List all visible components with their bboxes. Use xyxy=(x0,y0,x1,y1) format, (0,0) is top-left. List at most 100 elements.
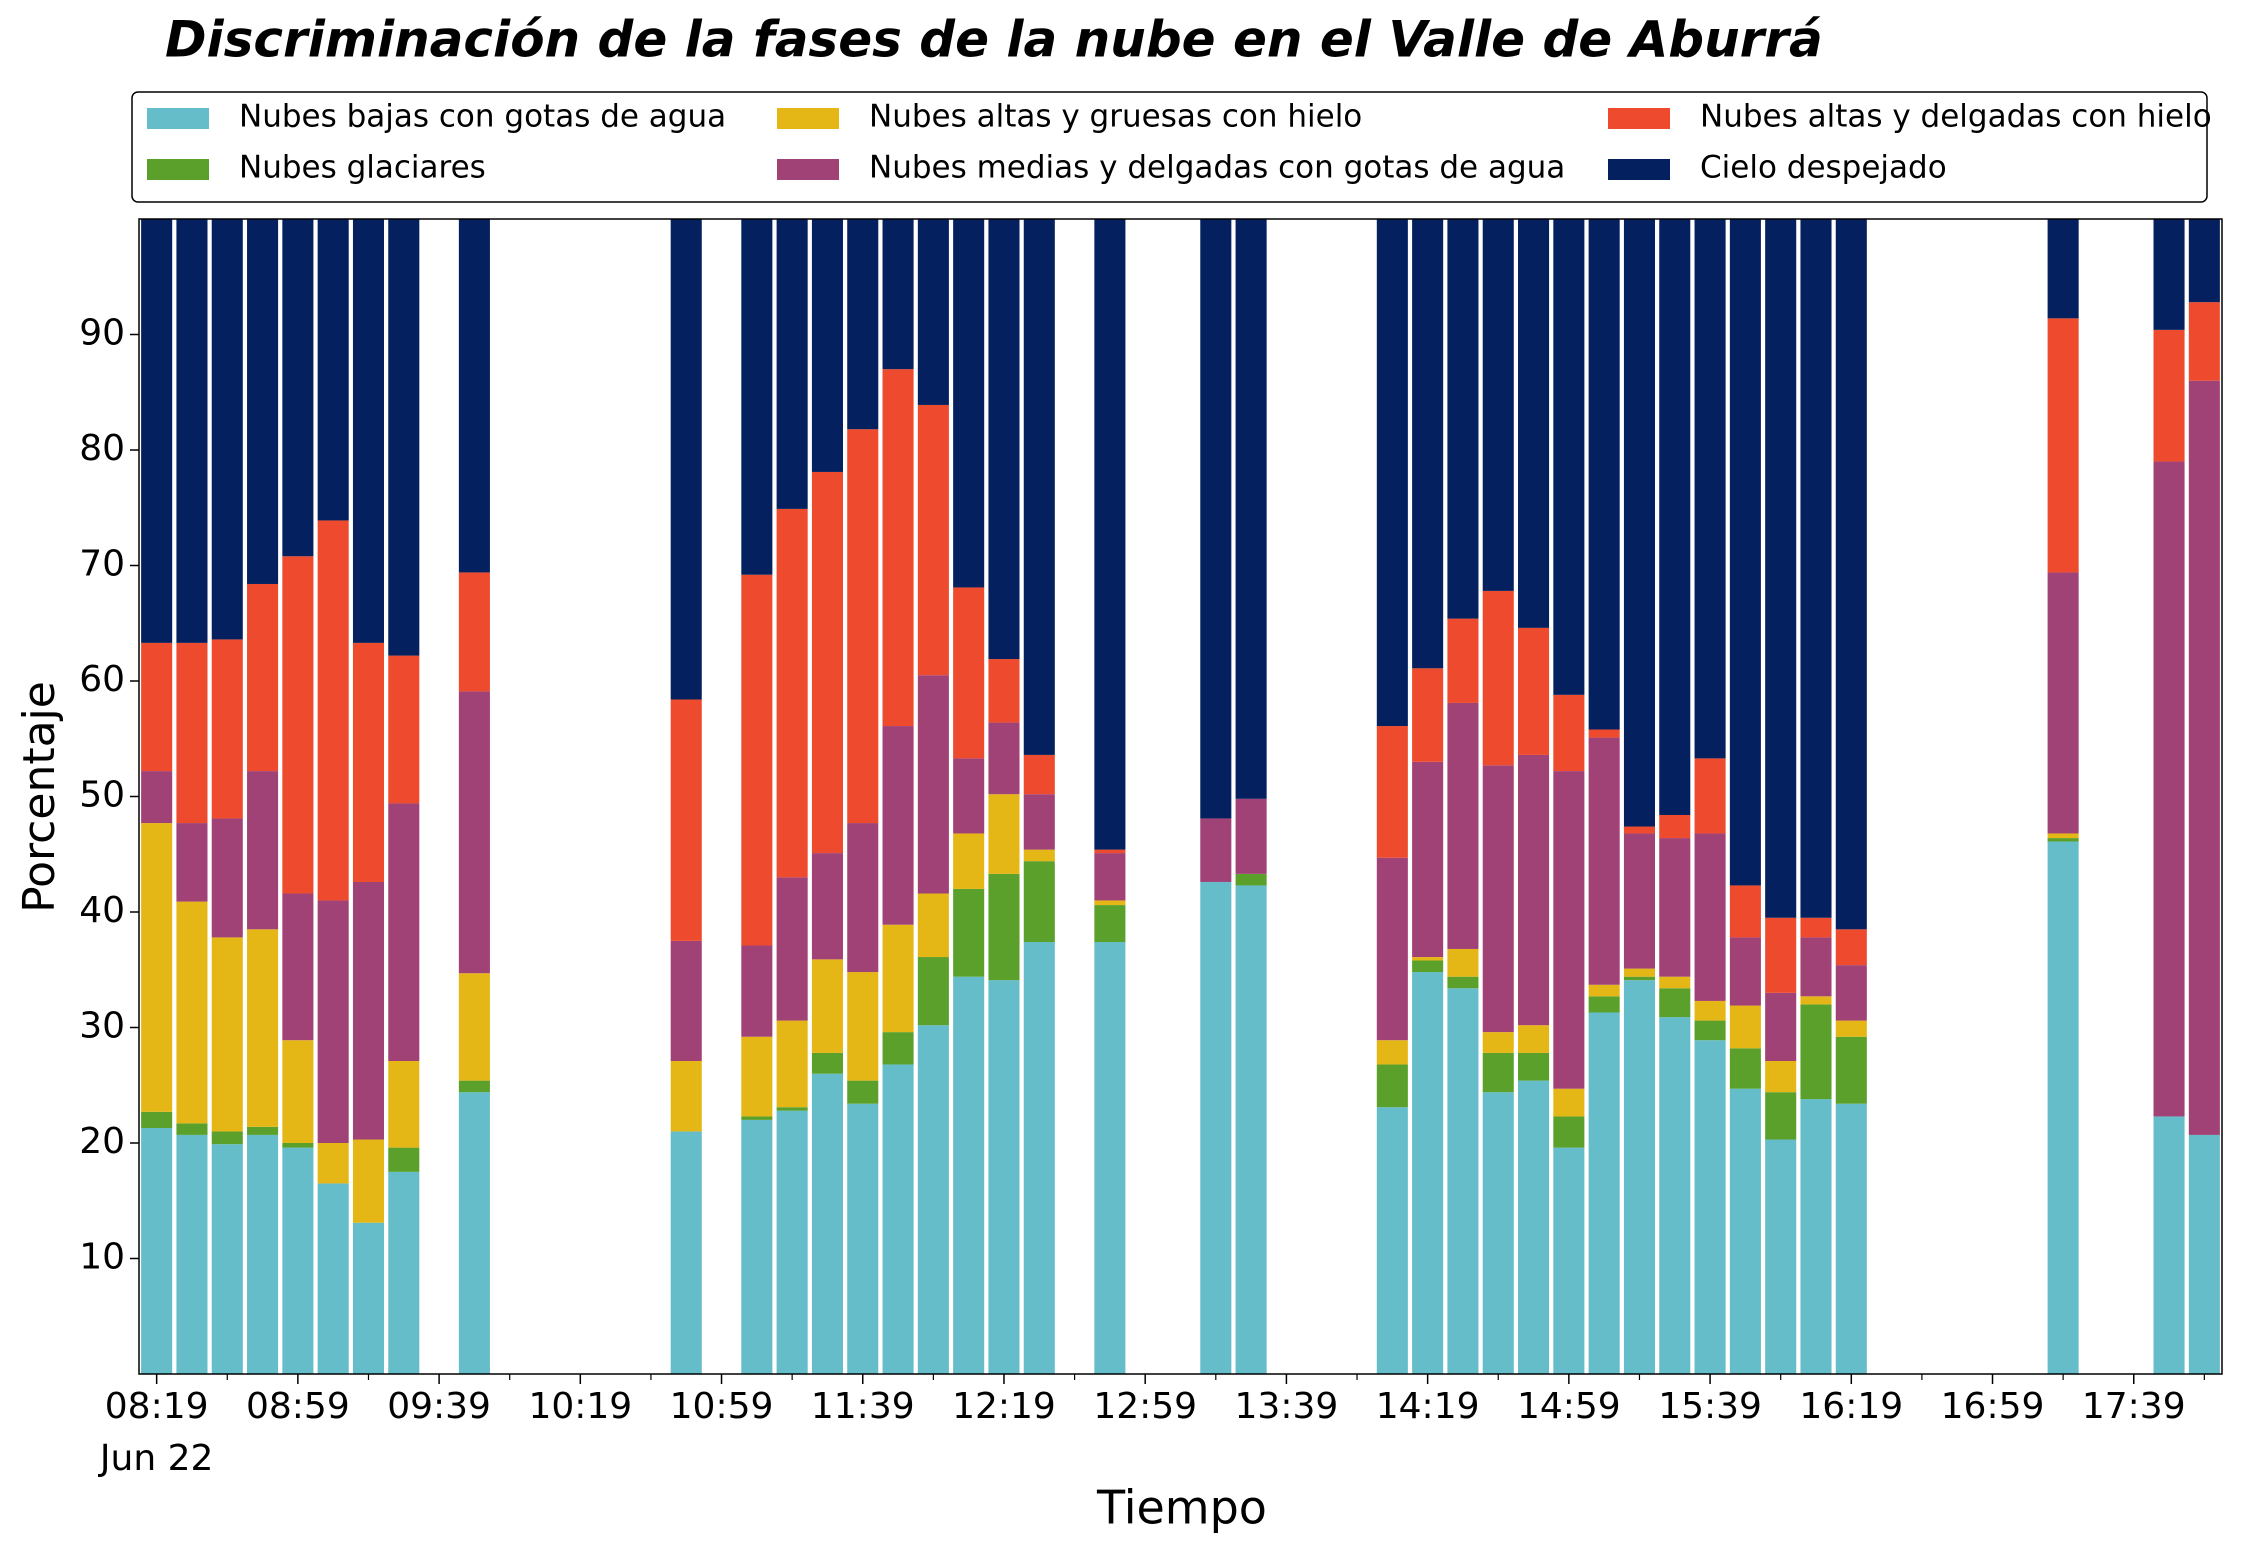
bar-segment xyxy=(953,976,985,1374)
bar-segment xyxy=(1376,1107,1408,1374)
bar-segment xyxy=(2047,838,2079,842)
bar-segment xyxy=(141,1111,173,1128)
bar-segment xyxy=(2188,219,2220,303)
bar-segment xyxy=(1023,754,1055,795)
x-tick-label: 08:59 xyxy=(246,1386,350,1427)
bar-segment xyxy=(1200,881,1232,1374)
bar-segment xyxy=(388,1060,420,1148)
bar-segment xyxy=(1800,1004,1832,1100)
bar-segment xyxy=(1482,1092,1514,1374)
bar-segment xyxy=(882,1032,914,1065)
bar-segment xyxy=(176,219,208,643)
x-tick-label: 08:19 xyxy=(105,1386,209,1427)
bar-segment xyxy=(1623,826,1656,834)
bar-segment xyxy=(1765,917,1797,993)
bar-segment xyxy=(1694,833,1726,1001)
bar-segment xyxy=(1835,965,1867,1021)
bar-segment xyxy=(1518,1025,1550,1053)
bar-segment xyxy=(1729,1088,1761,1374)
bar-segment xyxy=(1376,219,1408,727)
bar-segment xyxy=(282,1147,314,1374)
bar-segment xyxy=(2047,318,2079,573)
x-tick-label: 16:19 xyxy=(1799,1386,1903,1427)
bar-segment xyxy=(1235,885,1267,1374)
bar-segment xyxy=(1518,1052,1550,1081)
bar-segment xyxy=(1094,900,1126,906)
bar-segment xyxy=(211,818,243,938)
bar-segment xyxy=(847,1080,879,1104)
bar-segment xyxy=(953,833,985,889)
bar-segment xyxy=(388,219,420,656)
bar-segment xyxy=(917,219,949,405)
bar-segment xyxy=(458,572,490,692)
bar-segment xyxy=(1588,984,1620,997)
bar-segment xyxy=(1659,976,1691,989)
bar-segment xyxy=(141,219,173,643)
bar-segment xyxy=(882,1064,914,1374)
bar-segment xyxy=(1694,1000,1726,1021)
bar-segment xyxy=(1588,729,1620,738)
bar-segment xyxy=(776,508,808,878)
bar-segment xyxy=(282,1040,314,1143)
bar-segment xyxy=(1800,937,1832,997)
y-tick-label: 10 xyxy=(79,1237,125,1278)
bar-segment xyxy=(917,675,949,894)
bar-segment xyxy=(1412,957,1444,961)
bar-segment xyxy=(1412,761,1444,958)
bar-segment xyxy=(1023,942,1055,1374)
legend-swatch xyxy=(147,159,209,180)
bar-segment xyxy=(388,655,420,804)
legend-swatch xyxy=(147,108,209,129)
bar-segment xyxy=(1729,1005,1761,1049)
bar-segment xyxy=(1376,1040,1408,1065)
bar-segment xyxy=(2188,380,2220,1135)
bar-segment xyxy=(1623,219,1656,827)
bar-segment xyxy=(1835,929,1867,966)
bar-segment xyxy=(1482,590,1514,766)
bar-segment xyxy=(1482,219,1514,591)
bar-segment xyxy=(776,1020,808,1108)
bar-segment xyxy=(847,972,879,1081)
bar-segment xyxy=(1553,1147,1585,1374)
bar-segment xyxy=(247,1126,279,1135)
bar-segment xyxy=(670,219,702,700)
bar-segment xyxy=(670,1131,702,1374)
bar-segment xyxy=(1023,849,1055,862)
bar-segment xyxy=(1447,948,1479,977)
bar-segment xyxy=(352,1222,385,1374)
bar-segment xyxy=(1553,694,1585,772)
legend-box xyxy=(131,91,2208,203)
bar-segment xyxy=(1553,219,1585,695)
bar-segment xyxy=(988,659,1020,723)
bar-segment xyxy=(388,1171,420,1374)
bar-segment xyxy=(1800,1099,1832,1374)
x-axis-label: Tiempo xyxy=(1096,1481,1267,1535)
bar-segment xyxy=(388,1147,420,1172)
bar-segment xyxy=(1659,814,1691,839)
bar-segment xyxy=(1023,794,1055,850)
bar-segment xyxy=(776,1107,808,1111)
bar-segment xyxy=(1447,219,1479,619)
bar-segment xyxy=(953,758,985,834)
bar-segment xyxy=(1588,219,1620,730)
bar-segment xyxy=(1765,1139,1797,1374)
bar-segment xyxy=(1588,996,1620,1013)
legend-label: Nubes glaciares xyxy=(239,150,486,186)
bar-segment xyxy=(1447,988,1479,1374)
bar-segment xyxy=(2047,833,2079,839)
bar-segment xyxy=(1659,1017,1691,1374)
legend-label: Nubes altas y gruesas con hielo xyxy=(869,99,1362,135)
y-axis-label: Porcentaje xyxy=(14,681,65,913)
y-tick-label: 80 xyxy=(79,428,125,469)
bar-segment xyxy=(1094,219,1126,850)
legend-swatch xyxy=(1608,108,1670,129)
legend-swatch xyxy=(777,108,839,129)
x-tick-label: 09:39 xyxy=(387,1386,491,1427)
bar-segment xyxy=(741,219,773,575)
bar-segment xyxy=(1412,668,1444,762)
bar-segment xyxy=(317,219,349,521)
bar-segment xyxy=(1235,219,1267,799)
bar-segment xyxy=(352,219,385,643)
bar-segment xyxy=(1694,1040,1726,1374)
